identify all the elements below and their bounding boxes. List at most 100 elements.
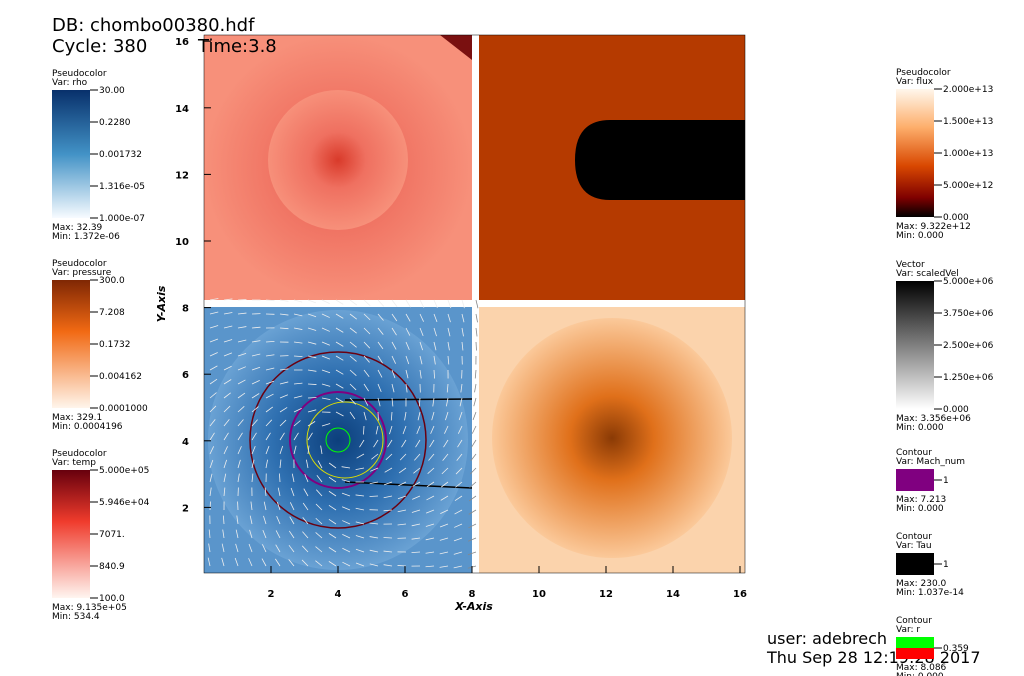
- legend-max: Max: 7.213: [896, 495, 946, 505]
- legend-min: Min: 0.000: [896, 423, 944, 433]
- colorbar-label: 0.001732: [99, 150, 142, 160]
- colorbar-label: 5.000e+06: [943, 277, 994, 287]
- colorbar-label: 30.00: [99, 86, 125, 96]
- colorbar-label: 0.000: [943, 213, 969, 223]
- legend-max: Max: 9.322e+12: [896, 222, 971, 232]
- colorbar-label: 2.500e+06: [943, 341, 994, 351]
- legend-max: Max: 230.0: [896, 579, 947, 589]
- plot-area: [203, 34, 746, 574]
- colorbar-label: 0.2280: [99, 118, 131, 128]
- legend-plot: Pseudocolor: [52, 259, 107, 269]
- colorbar-label: 7071.: [99, 530, 125, 540]
- contour-swatch: [896, 637, 934, 648]
- colorbar: [896, 89, 934, 217]
- time-label: Time:3.8: [197, 36, 277, 57]
- x-tick-label: 14: [666, 589, 680, 600]
- legend-min: Min: 1.037e-14: [896, 588, 964, 598]
- legend-max: Max: 3.356e+06: [896, 414, 971, 424]
- legend-max: Max: 32.39: [52, 223, 103, 233]
- colorbar-label: 0.000: [943, 405, 969, 415]
- legend-var: Var: scaledVel: [896, 269, 959, 279]
- legend-var: Var: pressure: [52, 268, 112, 278]
- contour-swatch: [896, 553, 934, 575]
- colorbar-label: 100.0: [99, 594, 125, 604]
- contour-label: 1: [943, 560, 949, 570]
- colorbar-label: 0.004162: [99, 372, 142, 382]
- rho-log-core: [208, 310, 468, 570]
- legend-min: Min: 0.000: [896, 504, 944, 514]
- legend-plot: Contour: [896, 448, 932, 458]
- legend-min: Min: 1.372e-06: [52, 232, 120, 242]
- legend-max: Max: 8.086: [896, 663, 947, 673]
- y-axis-label: Y-Axis: [155, 285, 168, 322]
- contour-swatch: [896, 469, 934, 491]
- legend-min: Min: 534.4: [52, 612, 100, 622]
- colorbar: [52, 470, 90, 598]
- flux-shadow: [575, 120, 745, 200]
- x-tick-label: 16: [733, 589, 747, 600]
- rho-corner: [440, 35, 472, 60]
- legend-var: Var: rho: [52, 78, 88, 88]
- x-axis-label: X-Axis: [454, 600, 493, 613]
- legend-var: Var: r: [896, 625, 920, 635]
- temp-core: [492, 318, 732, 558]
- x-tick-label: 4: [335, 589, 342, 600]
- legend-plot: Pseudocolor: [52, 449, 107, 459]
- legend-plot: Contour: [896, 616, 932, 626]
- colorbar-label: 840.9: [99, 562, 125, 572]
- contour-label: 0.359: [943, 644, 969, 654]
- legend-var: Var: temp: [52, 458, 96, 468]
- user-label: user: adebrech: [767, 629, 887, 648]
- y-tick-label: 2: [182, 503, 189, 514]
- colorbar-label: 1.000e+13: [943, 149, 993, 159]
- colorbar-label: 1.316e-05: [99, 182, 145, 192]
- legend-plot: Pseudocolor: [52, 69, 107, 79]
- y-tick-label: 12: [175, 170, 189, 181]
- legend-plot: Vector: [896, 260, 925, 270]
- db-label: DB: chombo00380.hdf: [52, 15, 255, 36]
- legend-max: Max: 329.1: [52, 413, 102, 423]
- colorbar-label: 300.0: [99, 276, 125, 286]
- contour-label: 1: [943, 476, 949, 486]
- legend-var: Var: Mach_num: [896, 457, 965, 467]
- y-tick-label: 10: [175, 237, 189, 248]
- legend-var: Var: flux: [896, 77, 934, 87]
- colorbar-label: 5.946e+04: [99, 498, 150, 508]
- legend-min: Min: 0.000: [896, 672, 944, 676]
- colorbar-label: 7.208: [99, 308, 125, 318]
- legend-plot: Pseudocolor: [896, 68, 951, 78]
- y-tick-label: 14: [175, 104, 189, 115]
- y-tick-label: 8: [182, 304, 189, 315]
- contour-r: [249, 351, 427, 529]
- axes-frame: [203, 34, 746, 574]
- x-tick-label: 10: [532, 589, 546, 600]
- colorbar-label: 1.000e-07: [99, 214, 145, 224]
- contour-swatch: [896, 648, 934, 659]
- contour-yellow: [306, 401, 384, 479]
- legend-min: Min: 0.000: [896, 231, 944, 241]
- contour-tau: [344, 398, 473, 489]
- rho-core: [268, 90, 408, 230]
- colorbar-label: 1.250e+06: [943, 373, 994, 383]
- y-tick-label: 4: [182, 437, 189, 448]
- colorbar-label: 0.0001000: [99, 404, 148, 414]
- colorbar-label: 0.1732: [99, 340, 131, 350]
- x-tick-label: 12: [599, 589, 613, 600]
- colorbar: [896, 281, 934, 409]
- colorbar-label: 1.500e+13: [943, 117, 993, 127]
- colorbar-label: 3.750e+06: [943, 309, 994, 319]
- x-tick-label: 8: [469, 589, 476, 600]
- contour-mach: [289, 391, 387, 489]
- legend-var: Var: Tau: [896, 541, 932, 551]
- legend-max: Max: 9.135e+05: [52, 603, 127, 613]
- x-tick-label: 6: [402, 589, 409, 600]
- y-tick-label: 6: [182, 370, 189, 381]
- y-tick-label: 16: [175, 37, 189, 48]
- colorbar-label: 5.000e+12: [943, 181, 993, 191]
- colorbar: [52, 90, 90, 218]
- colorbar: [52, 280, 90, 408]
- contour-green: [325, 427, 351, 453]
- colorbar-label: 2.000e+13: [943, 85, 993, 95]
- colorbar-label: 5.000e+05: [99, 466, 149, 476]
